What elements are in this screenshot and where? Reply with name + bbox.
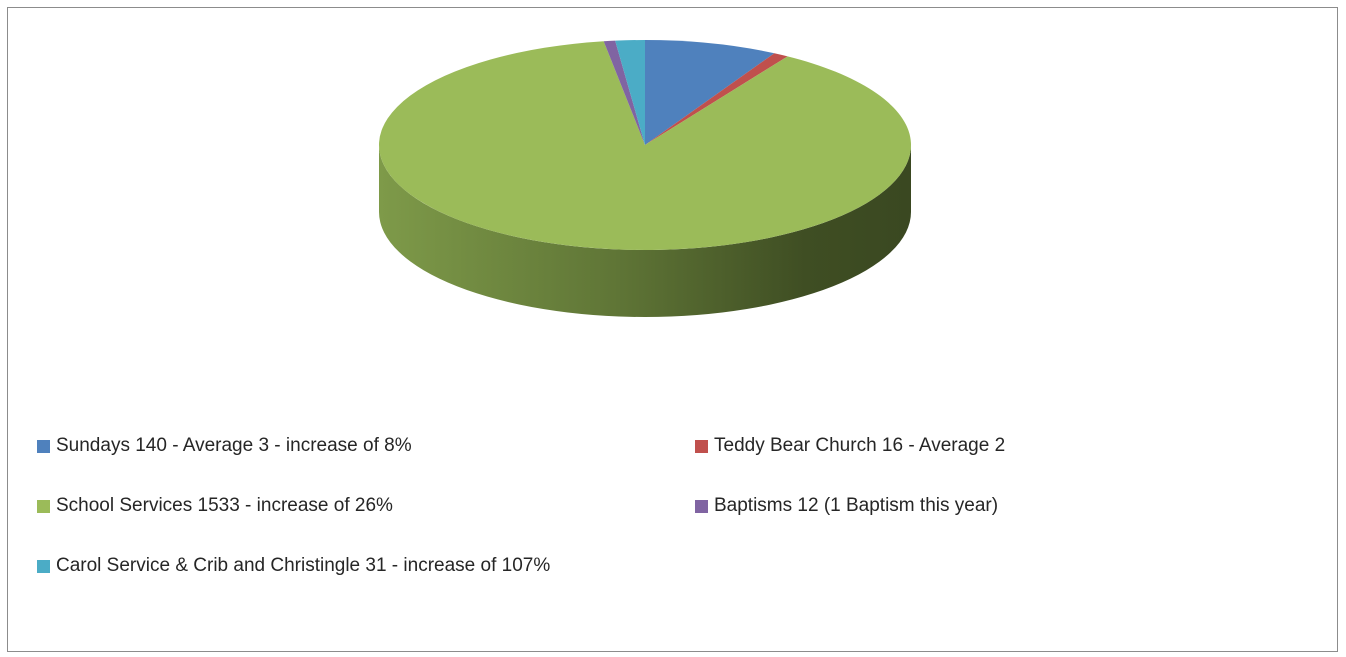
pie-slice-carol-service — [615, 40, 645, 145]
legend-item-sundays: Sundays 140 - Average 3 - increase of 8% — [37, 434, 412, 458]
pie-chart — [379, 40, 912, 317]
pie-side-school-services — [379, 145, 911, 317]
legend-label-school-services: School Services 1533 - increase of 26% — [56, 495, 393, 516]
chart-frame: Sundays 140 - Average 3 - increase of 8%… — [7, 7, 1338, 652]
legend-label-baptisms: Baptisms 12 (1 Baptism this year) — [714, 495, 999, 516]
legend-swatch-teddy-bear-church — [695, 439, 708, 453]
legend-item-baptisms: Baptisms 12 (1 Baptism this year) — [695, 494, 998, 518]
legend-item-teddy-bear-church: Teddy Bear Church 16 - Average 2 — [695, 434, 1005, 458]
legend-swatch-baptisms — [695, 499, 708, 513]
pie-slice-teddy-bear — [645, 53, 788, 146]
legend-item-school-services: School Services 1533 - increase of 26% — [37, 494, 393, 518]
pie-slice-school-services — [379, 41, 912, 251]
legend-swatch-school-services — [37, 499, 50, 513]
legend-swatch-carol-service — [37, 559, 50, 573]
pie-slice-sundays-140 — [645, 40, 775, 145]
legend-label-carol-service: Carol Service & Crib and Christingle 31 … — [56, 555, 551, 576]
legend-swatch-sundays — [37, 439, 50, 453]
legend-item-carol-service: Carol Service & Crib and Christingle 31 … — [37, 554, 550, 578]
legend-label-teddy-bear-church: Teddy Bear Church 16 - Average 2 — [714, 435, 1006, 456]
legend-label-sundays: Sundays 140 - Average 3 - increase of 8% — [56, 435, 412, 456]
pie-slice-baptisms-12 — [603, 40, 645, 145]
pie-top — [379, 40, 912, 251]
pie-side — [379, 145, 911, 317]
